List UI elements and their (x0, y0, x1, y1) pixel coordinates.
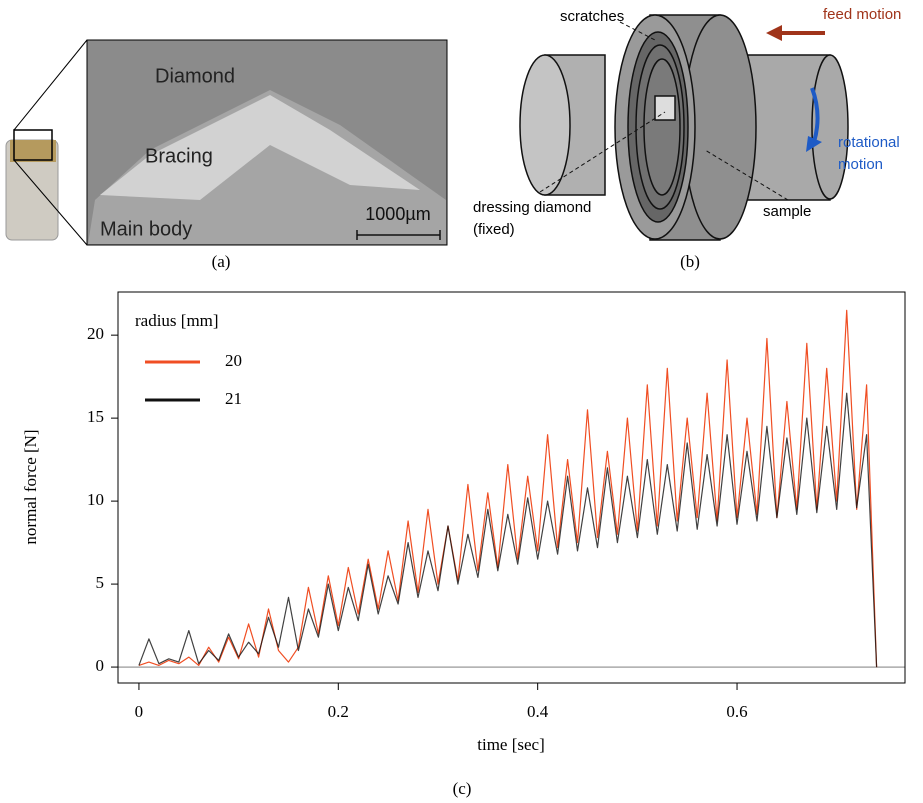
scale-bar (356, 230, 441, 240)
panel-b (519, 14, 849, 241)
scratch-ring (643, 58, 681, 196)
series-line (138, 309, 878, 668)
zoom-box (13, 129, 53, 161)
label: Bracing (145, 145, 213, 167)
y-tick-label: 0 (96, 656, 105, 675)
caption: (b) (680, 252, 700, 271)
caption: (c) (453, 779, 472, 798)
rotation-arrow (810, 87, 820, 143)
y-tick-label: 10 (87, 490, 104, 509)
y-tick-label: 15 (87, 407, 104, 426)
caption: (a) (212, 252, 231, 271)
legend-label: 21 (225, 389, 242, 408)
panel-b-labels: scratches feed motion rotational motion … (473, 6, 901, 271)
label: Main body (100, 218, 192, 240)
label: Diamond (155, 65, 235, 87)
x-axis-label: time [sec] (477, 735, 545, 754)
label: motion (838, 156, 883, 173)
zoom-line (13, 159, 88, 246)
zoom-line (13, 39, 88, 131)
series-line (138, 392, 878, 668)
main-body (88, 90, 446, 244)
x-tick-label: 0 (135, 702, 144, 721)
legend-label: 20 (225, 351, 242, 370)
leader-line (539, 21, 789, 201)
y-tick-label: 5 (96, 573, 105, 592)
y-axis-label: normal force [N] (21, 429, 40, 544)
dressing-diamond (654, 95, 676, 121)
right-cylinder-end (811, 54, 849, 200)
label: sample (763, 203, 811, 220)
scale-label: 1000µm (365, 204, 430, 224)
left-cylinder-face (519, 54, 571, 196)
label: feed motion (823, 6, 901, 23)
label: dressing diamond (473, 199, 591, 216)
bracing (100, 95, 420, 200)
label: scratches (560, 8, 624, 25)
panel-a: Diamond Bracing Main body 1000µm (a) (5, 39, 448, 271)
label: rotational (838, 134, 900, 151)
label: (fixed) (473, 221, 515, 238)
x-tick-label: 0.2 (328, 702, 349, 721)
legend-title: radius [mm] (135, 311, 219, 330)
y-tick-label: 20 (87, 324, 104, 343)
chart: time [sec] normal force [N] radius [mm] … (21, 291, 906, 798)
plot-frame (117, 291, 906, 684)
x-tick-label: 0.6 (726, 702, 747, 721)
x-tick-label: 0.4 (527, 702, 549, 721)
feed-arrowhead (766, 25, 782, 41)
rotation-arrowhead (806, 136, 822, 152)
bracing-photo (10, 140, 56, 162)
